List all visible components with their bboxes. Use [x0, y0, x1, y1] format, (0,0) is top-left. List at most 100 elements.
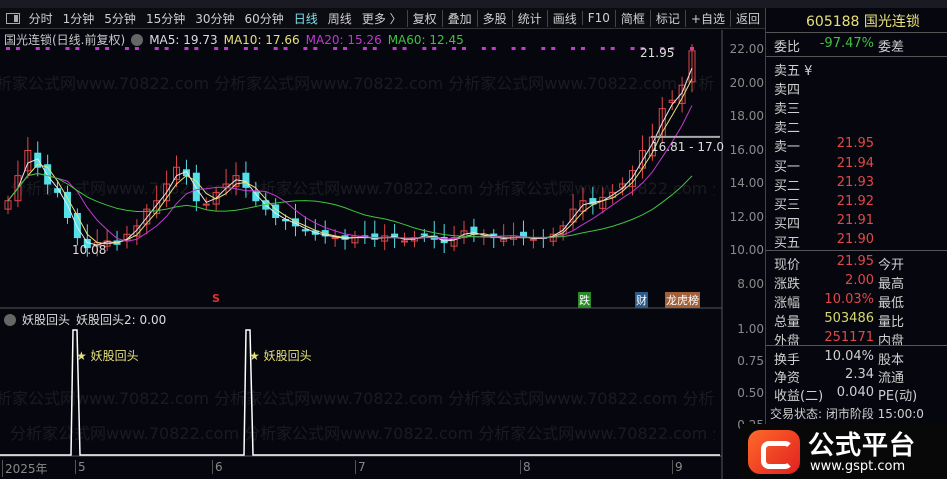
signal-text: 妖股回头 — [90, 349, 139, 363]
candle-body — [420, 233, 428, 236]
panel-toggle-icon[interactable] — [6, 12, 20, 24]
signal-dot — [65, 47, 70, 50]
toolbar-item[interactable]: 1分钟 — [62, 11, 95, 26]
price-tick: 20.00 — [729, 75, 764, 90]
signal-dot — [184, 47, 189, 50]
price-tick: 8.00 — [737, 276, 764, 291]
signal-label-2: ★ 妖股回头 — [249, 347, 312, 364]
weibi-label: 委比 — [774, 40, 801, 55]
signal-dot — [6, 47, 10, 50]
toolbar-item[interactable]: 日线 — [293, 11, 318, 26]
signal-dot — [95, 47, 100, 50]
candle-body — [688, 50, 696, 83]
signal-dot — [511, 47, 516, 50]
candle-body — [252, 191, 260, 202]
badge-finance[interactable]: 财 — [635, 292, 648, 308]
candle-body — [163, 183, 171, 202]
stat-row-value: 0.040 — [836, 385, 874, 400]
toolbar-item[interactable]: F10 — [581, 11, 615, 25]
divider — [766, 345, 947, 346]
toolbar-item[interactable]: 60分钟 — [244, 11, 284, 26]
badge-dragon-tiger-list[interactable]: 龙虎榜 — [665, 292, 700, 308]
weicha-label: 委差 — [878, 40, 905, 55]
toolbar-item[interactable]: 更多 〉 — [361, 11, 402, 26]
candle-body — [301, 229, 309, 232]
signal-dot — [194, 47, 199, 50]
weibi-row: 委比 -97.47% 委差 — [774, 36, 946, 55]
quote-panel: 605188 国光连锁 委比 -97.47% 委差 卖五 ¥ 卖四 卖三 卖二 卖一 21… — [765, 8, 947, 479]
bid-row: 买二 21.93 — [774, 175, 946, 194]
date-tick: 6 — [212, 460, 223, 474]
bid-row-value: 21.94 — [836, 156, 874, 171]
chart-info-line: 国光连锁(日线.前复权) MA5: 19.73 MA10: 17.66 MA20… — [4, 31, 464, 48]
trade-status: 交易状态: 闭市阶段 15:00:0 — [770, 407, 924, 421]
toolbar-item[interactable]: 15分钟 — [145, 11, 186, 26]
signal-dot — [541, 47, 546, 50]
toolbar-item[interactable]: 分时 — [28, 11, 53, 26]
stat-row-value: 21.95 — [836, 254, 874, 269]
indicator-value: 妖股回头2: 0.00 — [76, 313, 167, 327]
signal-dot — [491, 47, 496, 50]
candle-body — [14, 175, 22, 202]
ask-row: 卖二 — [774, 117, 946, 136]
bid-row-label: 买二 — [774, 179, 801, 194]
signal-dot — [253, 47, 258, 50]
candlestick-chart[interactable] — [0, 0, 765, 479]
stat-row-label2: 最高 — [878, 277, 905, 292]
price-tick: 22.00 — [729, 42, 764, 56]
stat-row-label: 换手 — [774, 353, 801, 368]
price-tick: 18.00 — [729, 109, 764, 123]
stat-row-label: 现价 — [774, 258, 801, 273]
divider — [766, 32, 947, 33]
signal-dot — [134, 47, 139, 50]
stat-row: 总量 503486 量比 — [774, 311, 946, 330]
signal-dot — [15, 47, 20, 50]
ask-row-label: 卖四 — [774, 83, 801, 98]
toolbar-item[interactable]: 5分钟 — [104, 11, 136, 26]
price-tick: 14.00 — [729, 176, 764, 190]
signal-dot — [303, 47, 308, 50]
toolbar-item[interactable]: 标记 — [649, 9, 685, 27]
collapse-icon[interactable] — [4, 313, 16, 326]
ask-row: 卖四 — [774, 79, 946, 98]
toolbar-item[interactable]: 统计 — [511, 9, 547, 27]
candle-body — [599, 196, 607, 209]
low-price-label: 10.08 — [72, 243, 107, 257]
bid-row-label: 买四 — [774, 217, 801, 232]
badge-fall[interactable]: 跌 — [578, 292, 591, 308]
ma60-line — [7, 173, 693, 238]
bid-row-label: 买五 — [774, 236, 801, 251]
toolbar-item[interactable]: 周线 — [327, 11, 352, 26]
stat-row-label: 总量 — [774, 315, 801, 330]
stat-row-label: 涨跌 — [774, 277, 801, 292]
logo-g-icon — [748, 429, 800, 474]
date-tick: 9 — [672, 460, 683, 474]
star-icon: ★ — [76, 349, 87, 363]
toolbar-item[interactable]: 多股 — [476, 9, 512, 27]
stat-row-value: 10.03% — [824, 292, 874, 307]
toolbar-item[interactable]: 30分钟 — [195, 11, 235, 26]
signal-dot — [670, 47, 675, 50]
toolbar-item[interactable]: 简框 — [614, 9, 650, 27]
signal-dot — [610, 47, 615, 50]
price-tick: 10.00 — [729, 243, 764, 257]
stat-row-value: 251171 — [824, 330, 874, 345]
candle-body — [192, 172, 200, 202]
toolbar-item[interactable]: 画线 — [546, 9, 582, 27]
candle-body — [529, 238, 537, 241]
candle-body — [212, 191, 220, 205]
toolbar-item[interactable]: 返回 — [729, 9, 765, 27]
signal-dot — [75, 47, 80, 50]
stat-row-value: 2.00 — [845, 273, 874, 288]
indicator-tick: 0.75 — [737, 354, 764, 368]
bid-row: 买三 21.92 — [774, 194, 946, 213]
gspt-logo: 公式平台 www.gspt.com — [740, 424, 947, 479]
toolbar-item[interactable]: 叠加 — [441, 9, 477, 27]
stock-name: 国光连锁 — [863, 14, 920, 30]
candle-body — [579, 200, 587, 212]
toolbar-item[interactable]: +自选 — [684, 9, 730, 27]
collapse-icon[interactable] — [131, 33, 144, 46]
signal-dot — [35, 47, 40, 50]
candle-body — [500, 238, 508, 242]
toolbar-item[interactable]: 复权 — [406, 9, 442, 27]
